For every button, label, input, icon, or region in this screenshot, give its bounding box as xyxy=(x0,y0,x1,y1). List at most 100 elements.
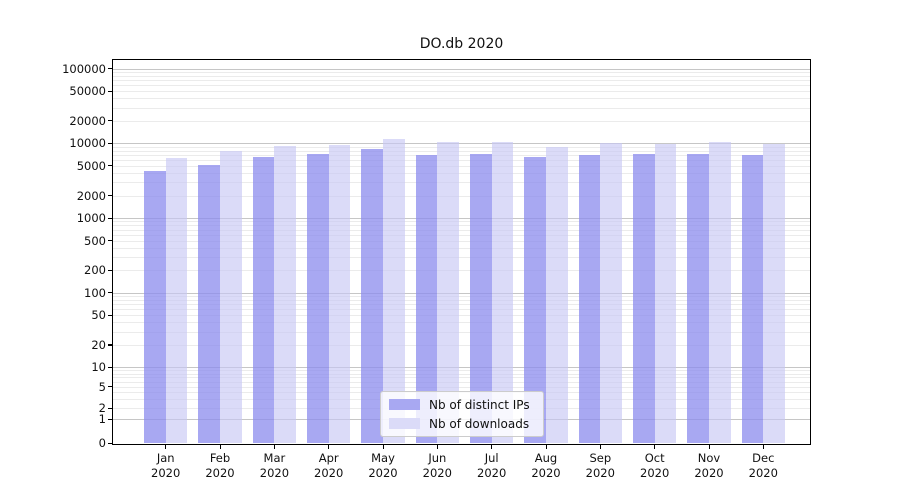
x-tick-month: Jun xyxy=(428,451,447,465)
bar-nb-of-downloads-sep xyxy=(600,143,622,443)
gridline-80000 xyxy=(113,75,810,77)
y-tick-label-10000: 10000 xyxy=(69,136,106,151)
x-tick-label-oct: Oct 2020 xyxy=(627,451,683,481)
y-tick-1 xyxy=(108,418,113,420)
gridline-50000 xyxy=(113,91,810,93)
x-tick-mar xyxy=(273,444,276,449)
bar-nb-of-downloads-apr xyxy=(328,145,351,443)
gridline-50 xyxy=(113,315,810,317)
gridline-600 xyxy=(113,234,810,236)
legend-item-downloads: Nb of downloads xyxy=(389,417,535,431)
gridline-7000 xyxy=(113,154,810,156)
y-tick-label-2000: 2000 xyxy=(76,188,106,203)
y-tick-label-100: 100 xyxy=(84,285,106,300)
y-tick-10000 xyxy=(108,142,113,144)
gridline-1000 xyxy=(113,218,810,219)
gridline-8 xyxy=(113,373,810,375)
legend-swatch-downloads xyxy=(389,418,420,429)
x-tick-month: Jul xyxy=(484,451,499,465)
y-tick-label-500: 500 xyxy=(84,233,106,248)
legend-swatch-distinct-ips xyxy=(389,399,420,410)
x-tick-jun xyxy=(436,444,438,449)
x-tick-label-nov: Nov 2020 xyxy=(681,451,737,481)
x-tick-label-dec: Dec 2020 xyxy=(735,451,791,481)
y-tick-2 xyxy=(108,407,113,409)
x-tick-jan xyxy=(165,444,167,449)
x-tick-month: May xyxy=(371,451,395,465)
bar-nb-of-distinct-ips-dec xyxy=(741,154,764,443)
bar-nb-of-downloads-may xyxy=(383,138,405,443)
gridline-9000 xyxy=(113,146,810,148)
legend: Nb of distinct IPs Nb of downloads xyxy=(380,391,544,437)
gridline-100 xyxy=(113,292,810,294)
y-tick-label-0: 0 xyxy=(98,436,106,450)
y-tick-0 xyxy=(108,442,113,444)
y-tick-100 xyxy=(108,292,113,294)
x-tick-month: Dec xyxy=(752,451,775,465)
gridline-100000 xyxy=(113,68,810,70)
gridline-200 xyxy=(113,270,810,272)
gridline-700 xyxy=(113,229,810,231)
bar-nb-of-downloads-jun xyxy=(437,142,459,443)
x-tick-month: Feb xyxy=(209,451,231,465)
gridline-4000 xyxy=(113,173,810,174)
x-tick-year: 2020 xyxy=(205,466,235,480)
y-tick-label-50: 50 xyxy=(91,308,106,323)
x-tick-year: 2020 xyxy=(585,466,615,480)
bar-nb-of-distinct-ips-may xyxy=(361,149,383,443)
gridline-900 xyxy=(113,221,810,223)
gridline-400 xyxy=(113,247,810,249)
y-tick-2000 xyxy=(108,195,113,197)
legend-label-distinct-ips: Nb of distinct IPs xyxy=(429,397,530,412)
y-tick-label-200: 200 xyxy=(84,263,106,278)
x-tick-nov xyxy=(708,444,710,449)
bar-nb-of-distinct-ips-aug xyxy=(524,157,546,443)
x-tick-aug xyxy=(545,444,547,449)
x-tick-label-may: May 2020 xyxy=(355,451,411,481)
x-tick-year: 2020 xyxy=(640,466,670,480)
gridline-7 xyxy=(113,377,810,379)
gridline-6000 xyxy=(113,159,810,161)
y-tick-label-10: 10 xyxy=(91,360,106,375)
y-tick-label-1000: 1000 xyxy=(76,211,106,225)
gridline-10000 xyxy=(113,143,810,145)
legend-label-downloads: Nb of downloads xyxy=(429,416,530,431)
gridline-40000 xyxy=(113,98,810,100)
gridline-30000 xyxy=(113,107,810,109)
x-tick-month: Sep xyxy=(589,451,612,465)
gridline-30 xyxy=(113,331,810,333)
x-tick-label-sep: Sep 2020 xyxy=(572,451,628,481)
x-tick-year: 2020 xyxy=(748,466,778,480)
gridline-5 xyxy=(113,386,810,388)
x-tick-month: Oct xyxy=(644,451,665,465)
y-tick-label-5000: 5000 xyxy=(76,158,106,173)
x-tick-oct xyxy=(654,444,656,449)
x-tick-month: Nov xyxy=(697,451,721,465)
chart-title: DO.db 2020 xyxy=(419,36,504,52)
x-tick-label-jan: Jan 2020 xyxy=(138,451,194,481)
bar-nb-of-downloads-jul xyxy=(491,142,514,443)
y-tick-label-2: 2 xyxy=(98,401,106,415)
x-tick-jul xyxy=(491,444,493,449)
gridline-10 xyxy=(113,367,810,369)
x-tick-label-aug: Aug 2020 xyxy=(518,451,574,481)
x-tick-feb xyxy=(219,444,221,449)
x-tick-dec xyxy=(762,444,764,449)
gridline-8000 xyxy=(113,150,810,152)
bar-nb-of-downloads-feb xyxy=(220,150,242,443)
y-tick-200 xyxy=(108,269,113,271)
gridline-80 xyxy=(113,299,810,301)
x-tick-year: 2020 xyxy=(694,466,724,480)
bar-nb-of-distinct-ips-apr xyxy=(307,154,329,443)
y-tick-label-100000: 100000 xyxy=(62,61,106,76)
gridline-60 xyxy=(113,309,810,311)
x-tick-label-mar: Mar 2020 xyxy=(246,451,302,481)
bar-nb-of-distinct-ips-oct xyxy=(633,153,655,443)
x-tick-year: 2020 xyxy=(314,466,344,480)
gridline-2000 xyxy=(113,195,810,197)
gridline-20000 xyxy=(113,120,810,122)
bar-nb-of-distinct-ips-jul xyxy=(470,154,492,443)
y-tick-50000 xyxy=(108,90,113,92)
y-tick-50 xyxy=(108,314,113,316)
